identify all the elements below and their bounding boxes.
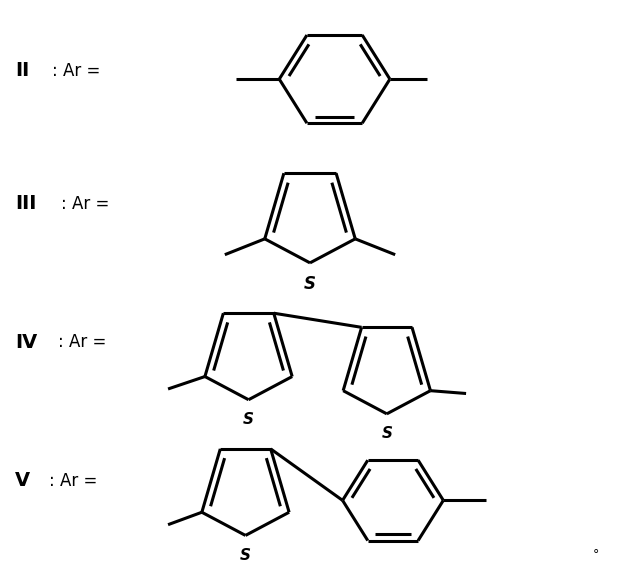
Text: IV: IV bbox=[15, 332, 37, 352]
Text: : Ar =: : Ar = bbox=[52, 62, 100, 79]
Text: S: S bbox=[240, 548, 251, 563]
Text: V: V bbox=[15, 471, 30, 490]
Text: III: III bbox=[15, 194, 37, 213]
Text: S: S bbox=[243, 412, 254, 427]
Text: S: S bbox=[304, 275, 316, 293]
Text: : Ar =: : Ar = bbox=[61, 195, 110, 212]
Text: : Ar =: : Ar = bbox=[58, 333, 107, 351]
Text: II: II bbox=[15, 61, 29, 80]
Text: : Ar =: : Ar = bbox=[49, 472, 97, 489]
Text: °: ° bbox=[593, 548, 599, 561]
Text: S: S bbox=[381, 427, 392, 441]
